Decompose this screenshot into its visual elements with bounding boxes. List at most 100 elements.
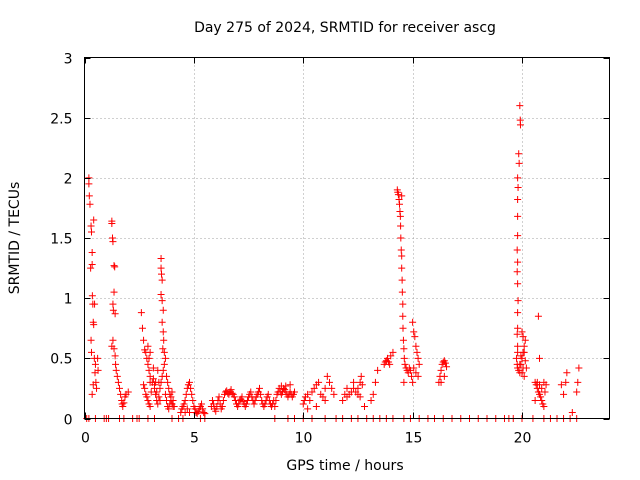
data-point <box>271 402 279 410</box>
data-point <box>343 384 351 392</box>
data-point <box>144 360 152 368</box>
data-point <box>415 360 423 368</box>
data-point <box>396 200 403 208</box>
data-point <box>186 378 193 386</box>
data-point <box>140 381 148 389</box>
data-point <box>146 402 154 410</box>
data-point <box>408 372 416 380</box>
data-point <box>163 396 171 404</box>
x-tick-label: 20 <box>514 431 532 447</box>
data-point <box>515 159 523 167</box>
data-point <box>169 396 177 404</box>
data-point <box>514 309 522 317</box>
data-point <box>534 312 542 320</box>
data-point <box>165 384 173 392</box>
data-point <box>398 264 406 272</box>
data-point <box>230 393 238 401</box>
y-axis-label: SRMTID / TECUs <box>7 182 23 295</box>
data-point <box>282 382 290 390</box>
data-point <box>520 348 528 356</box>
data-point <box>514 258 522 266</box>
data-point <box>91 300 99 308</box>
data-point <box>514 195 522 203</box>
data-point <box>137 309 145 317</box>
data-point <box>312 402 320 410</box>
data-point <box>120 399 128 407</box>
data-point <box>218 402 226 410</box>
data-point <box>159 306 167 314</box>
data-point <box>437 378 445 386</box>
data-point <box>521 336 529 344</box>
data-point <box>315 378 323 386</box>
data-point <box>119 402 127 410</box>
data-point <box>181 396 189 404</box>
data-point <box>306 396 314 404</box>
data-point <box>85 180 93 188</box>
data-point <box>183 405 191 413</box>
data-point <box>387 352 395 360</box>
data-point <box>369 390 377 398</box>
data-point <box>110 288 118 296</box>
data-point <box>212 407 220 415</box>
data-point <box>398 252 406 260</box>
data-point <box>514 212 522 220</box>
y-tick-label: 3 <box>64 52 73 68</box>
data-point <box>144 396 152 404</box>
data-point <box>141 384 149 392</box>
data-point <box>151 384 158 392</box>
data-point <box>199 405 207 413</box>
data-point <box>521 357 529 365</box>
data-point <box>227 386 235 394</box>
data-point <box>399 324 407 332</box>
data-point <box>163 372 171 380</box>
data-point <box>242 400 250 408</box>
data-point <box>573 388 581 396</box>
data-point <box>93 384 101 392</box>
data-point <box>568 408 576 416</box>
y-tick-label: 0.5 <box>50 352 72 368</box>
data-point <box>88 228 95 236</box>
data-point <box>166 400 174 408</box>
y-tick-label: 0 <box>64 413 73 429</box>
data-point <box>157 291 165 299</box>
data-point <box>157 264 165 272</box>
chart-title: Day 275 of 2024, SRMTID for receiver asc… <box>194 20 496 36</box>
data-point <box>94 354 102 362</box>
data-point <box>149 375 157 383</box>
x-tick-label: 15 <box>405 431 423 447</box>
data-point <box>109 300 117 308</box>
data-point <box>88 390 96 398</box>
data-point <box>159 328 167 336</box>
data-point <box>236 396 244 404</box>
data-point <box>519 364 527 372</box>
data-point <box>250 400 258 408</box>
data-point <box>114 378 122 386</box>
data-point <box>111 263 119 271</box>
data-point <box>160 348 168 356</box>
data-point <box>86 200 94 208</box>
x-tick-label: 10 <box>295 431 313 447</box>
data-point <box>371 378 379 386</box>
data-point <box>518 328 526 336</box>
data-point <box>189 396 197 404</box>
data-point <box>110 262 118 270</box>
data-point <box>186 408 193 416</box>
data-point <box>94 366 102 374</box>
data-point <box>154 366 162 374</box>
data-point <box>88 248 96 256</box>
data-point <box>518 369 526 377</box>
data-point <box>411 333 419 341</box>
data-point <box>198 400 206 408</box>
data-point <box>401 360 409 368</box>
data-point <box>87 264 95 272</box>
data-point <box>165 405 173 413</box>
data-point <box>170 402 178 410</box>
data-point <box>219 396 227 404</box>
data-point <box>443 363 451 371</box>
data-point <box>437 366 445 374</box>
data-point <box>88 292 96 300</box>
data-point <box>394 191 402 199</box>
data-point <box>257 390 265 398</box>
data-point <box>396 212 404 220</box>
